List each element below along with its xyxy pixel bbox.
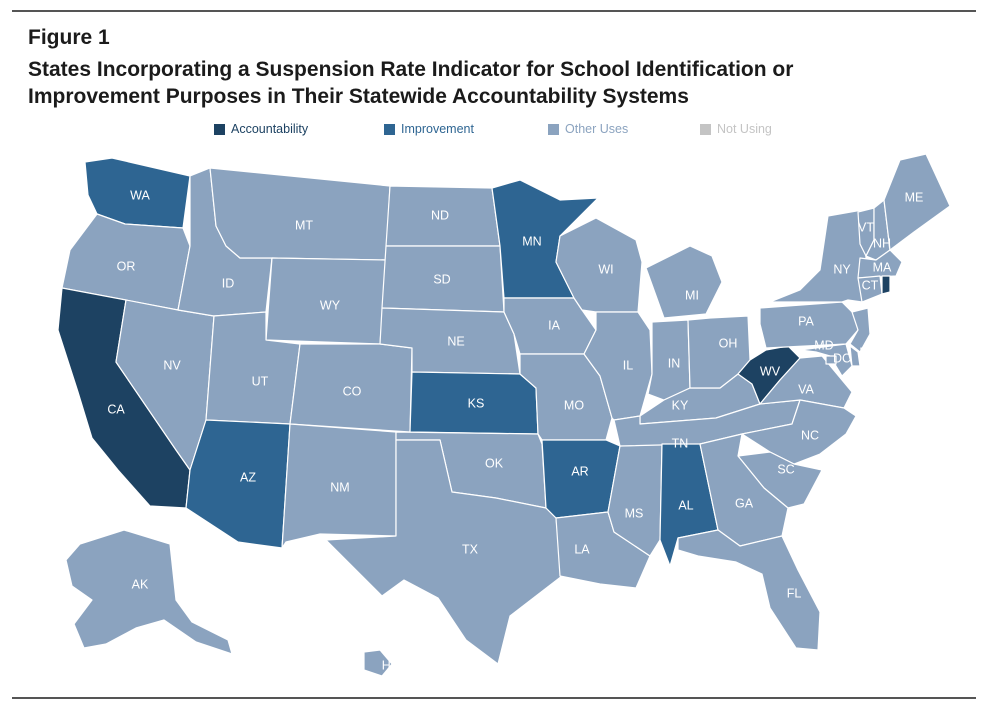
state-label-al: AL	[678, 498, 693, 512]
state-label-ut: UT	[252, 374, 269, 388]
state-label-md: MD	[814, 338, 833, 352]
state-label-va: VA	[798, 382, 814, 396]
state-md	[799, 343, 853, 377]
figure-label: Figure 1	[28, 26, 110, 49]
state-label-ms: MS	[625, 506, 644, 520]
state-label-ia: IA	[548, 318, 560, 332]
top-rule	[12, 10, 976, 12]
legend-label-not-using: Not Using	[717, 122, 772, 136]
state-ar	[541, 439, 621, 519]
state-label-wv: WV	[760, 364, 781, 378]
state-ri	[881, 275, 891, 295]
state-mt	[209, 167, 391, 261]
state-label-wy: WY	[320, 298, 341, 312]
legend-label-other-uses: Other Uses	[565, 122, 629, 136]
state-label-me: ME	[905, 190, 924, 204]
state-label-ar: AR	[571, 464, 588, 478]
state-label-oh: OH	[719, 336, 738, 350]
state-label-nj: NJ	[868, 318, 883, 332]
legend-item-not-using: Not Using	[700, 122, 772, 136]
state-label-ct: CT	[862, 278, 879, 292]
state-label-nd: ND	[431, 208, 449, 222]
legend-swatch-not-using	[700, 123, 711, 135]
state-ak	[65, 529, 233, 655]
state-label-ny: NY	[833, 262, 851, 276]
state-label-nm: NM	[330, 480, 349, 494]
legend-item-improvement: Improvement	[384, 122, 474, 136]
state-label-id: ID	[222, 276, 235, 290]
state-tx	[325, 439, 563, 665]
bottom-rule	[12, 697, 976, 699]
legend-label-accountability: Accountability	[231, 122, 309, 136]
state-label-ak: AK	[132, 577, 149, 591]
state-label-co: CO	[343, 384, 362, 398]
legend-swatch-improvement	[384, 123, 395, 135]
state-label-la: LA	[574, 542, 590, 556]
state-label-ne: NE	[447, 334, 464, 348]
state-label-mi: MI	[685, 288, 699, 302]
state-nj	[849, 307, 871, 353]
state-label-fl: FL	[787, 586, 802, 600]
state-label-wa: WA	[130, 188, 150, 202]
legend-swatch-accountability	[214, 123, 225, 135]
state-label-dc: DC	[833, 351, 851, 365]
state-mi	[645, 245, 723, 319]
state-label-ma: MA	[873, 260, 892, 274]
state-az	[185, 419, 291, 549]
state-ny	[769, 209, 869, 303]
state-label-nc: NC	[801, 428, 819, 442]
state-label-vt: VT	[858, 220, 874, 234]
state-label-ri: RI	[902, 286, 915, 300]
state-dc	[825, 355, 837, 365]
legend-item-accountability: Accountability	[214, 122, 308, 136]
state-label-mt: MT	[295, 218, 313, 232]
state-label-or: OR	[117, 259, 136, 273]
state-label-sc: SC	[777, 462, 794, 476]
state-label-nv: NV	[163, 358, 181, 372]
figure-title: States Incorporating a Suspension Rate I…	[28, 58, 794, 108]
state-label-il: IL	[623, 358, 633, 372]
state-de	[849, 345, 861, 367]
state-label-hi: HI	[382, 658, 395, 672]
legend-item-other-uses: Other Uses	[548, 122, 628, 136]
legend-swatch-other-uses	[548, 123, 559, 135]
state-label-tn: TN	[672, 436, 689, 450]
state-label-az: AZ	[240, 470, 256, 484]
state-label-nh: NH	[873, 236, 891, 250]
state-label-wi: WI	[598, 262, 613, 276]
state-label-ga: GA	[735, 496, 754, 510]
state-label-ky: KY	[672, 398, 689, 412]
legend: Accountability Improvement Other Uses No…	[0, 122, 1000, 140]
state-label-mn: MN	[522, 234, 541, 248]
state-hi	[363, 649, 393, 677]
state-label-ks: KS	[468, 396, 485, 410]
state-label-pa: PA	[798, 314, 814, 328]
state-label-in: IN	[668, 356, 681, 370]
state-pa	[759, 301, 859, 349]
state-label-sd: SD	[433, 272, 450, 286]
state-label-ok: OK	[485, 456, 504, 470]
state-label-de: DE	[859, 345, 876, 359]
legend-label-improvement: Improvement	[401, 122, 474, 136]
state-label-tx: TX	[462, 542, 479, 556]
state-fl	[677, 529, 821, 651]
state-label-ca: CA	[107, 402, 125, 416]
state-label-mo: MO	[564, 398, 584, 412]
